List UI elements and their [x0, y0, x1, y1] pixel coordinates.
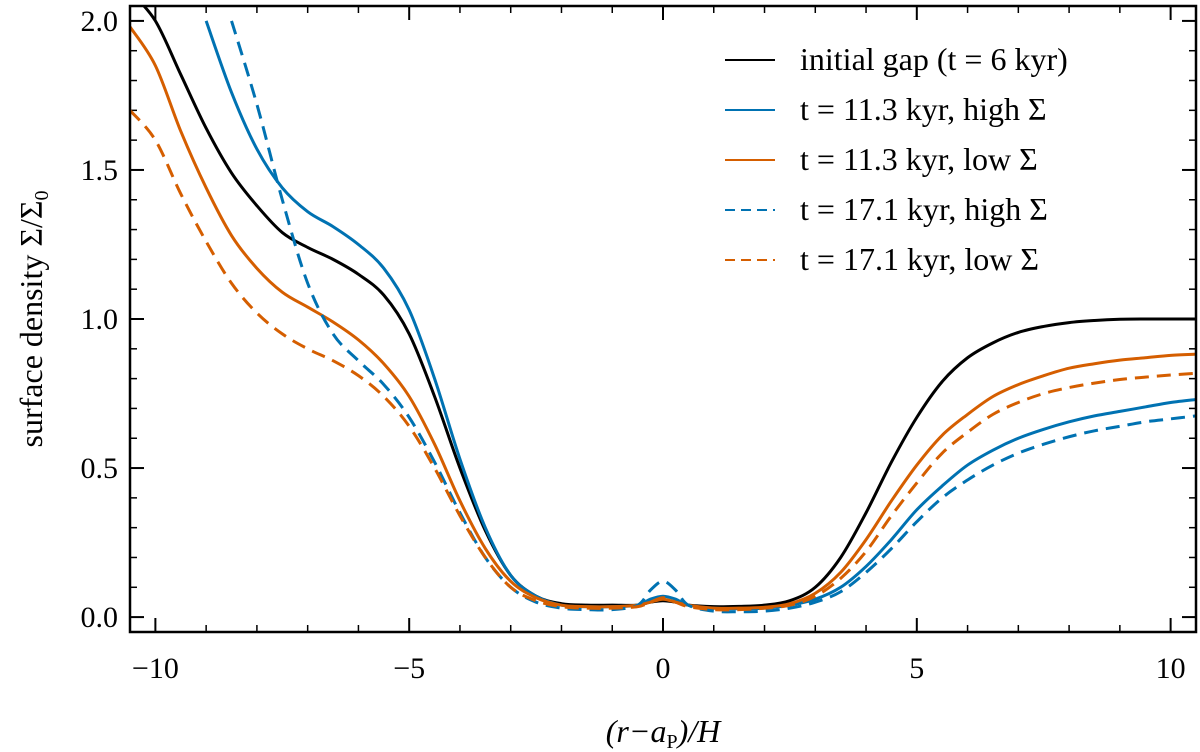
y-axis-title: surface density Σ/Σ0	[13, 191, 53, 448]
x-tick-label: 10	[1156, 652, 1186, 685]
series-line-4	[230, 20, 1196, 614]
y-tick-label: 0.0	[81, 601, 119, 634]
x-axis-title-main: (r−a	[606, 713, 667, 749]
legend: initial gap (t = 6 kyr) t = 11.3 kyr, hig…	[725, 41, 1068, 277]
plot-frame	[128, 4, 1198, 634]
y-tick-label: 2.0	[81, 5, 119, 38]
x-axis-title: (r−aP)/H	[606, 713, 722, 752]
x-axis-title-subscript: P	[666, 731, 677, 752]
y-axis-title-subscript: 0	[31, 191, 53, 201]
series-line-5	[130, 109, 1196, 612]
y-tick-label: 1.0	[81, 303, 119, 336]
y-tick-label: 0.5	[81, 452, 119, 485]
legend-label-3: t = 11.3 kyr, low Σ	[800, 141, 1038, 177]
legend-label-4: t = 17.1 kyr, high Σ	[800, 191, 1048, 227]
x-tick-label: −10	[132, 652, 179, 685]
legend-label-5: t = 17.1 kyr, low Σ	[800, 241, 1039, 277]
legend-label-2: t = 11.3 kyr, high Σ	[800, 91, 1047, 127]
x-tick-label: −5	[393, 652, 425, 685]
tick-labels-layer: −10 −5 0 5 10 0.0 0.5 1.0 1.5 2.0	[81, 5, 1186, 685]
y-axis-title-main: surface density Σ/Σ	[13, 201, 49, 448]
x-axis-title-end: )/H	[676, 713, 723, 749]
x-tick-label: 0	[656, 652, 671, 685]
series-layer	[130, 6, 1196, 614]
series-line-2	[204, 20, 1196, 611]
y-tick-label: 1.5	[81, 154, 119, 187]
legend-label-1: initial gap (t = 6 kyr)	[800, 41, 1068, 77]
x-tick-label: 5	[909, 652, 924, 685]
